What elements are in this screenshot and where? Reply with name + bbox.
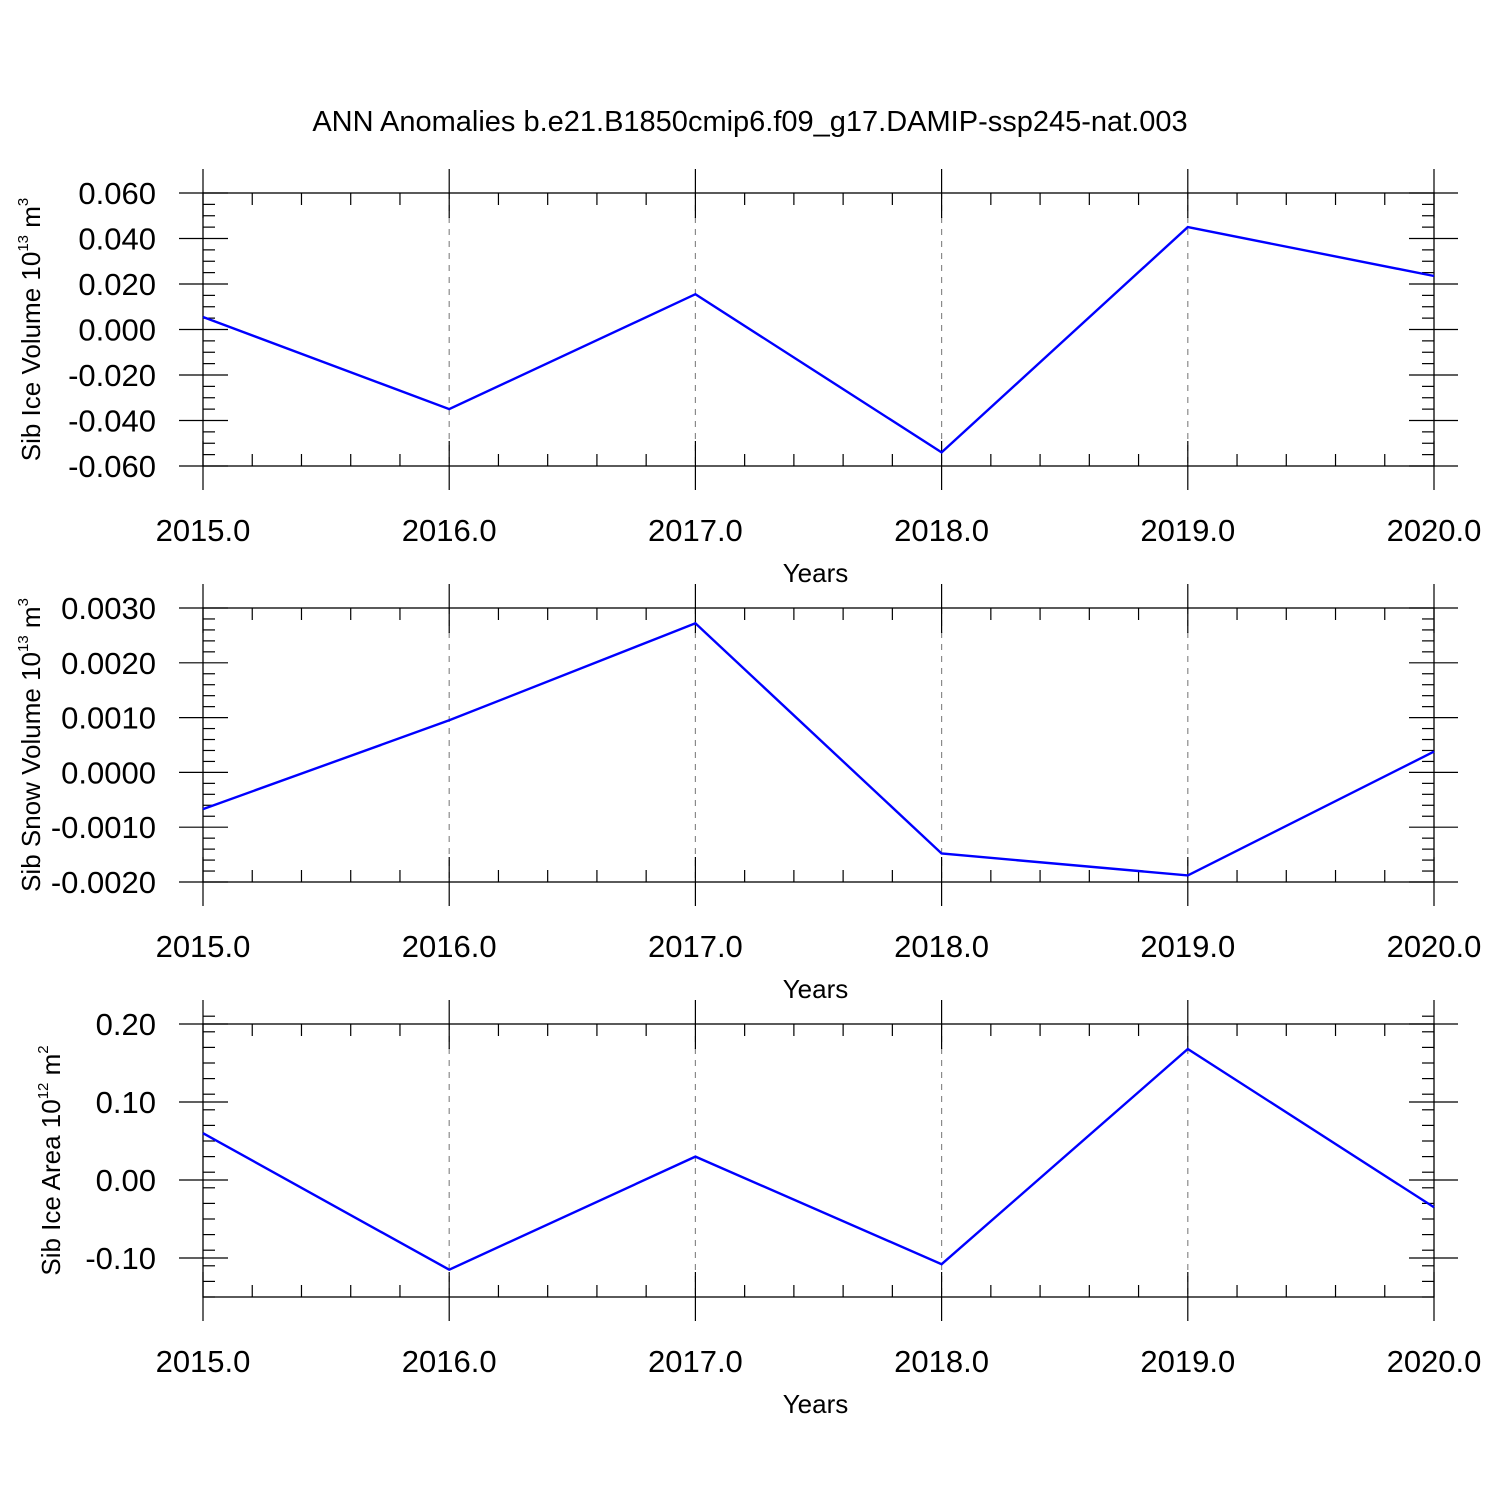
y-tick-label: 0.0020 bbox=[61, 646, 156, 681]
plot-frame bbox=[202, 1023, 1435, 1298]
x-tick-label: 2016.0 bbox=[402, 1344, 497, 1379]
series-line-0 bbox=[202, 225, 1435, 454]
y-tick-label: -0.10 bbox=[85, 1241, 156, 1276]
y-tick-label: 0.0000 bbox=[61, 755, 156, 790]
ylabel-unit: m bbox=[36, 1054, 66, 1083]
x-tick-label: 2019.0 bbox=[1140, 513, 1235, 548]
x-tick-label: 2018.0 bbox=[894, 513, 989, 548]
x-tick-label: 2017.0 bbox=[648, 513, 743, 548]
y-tick-label: 0.10 bbox=[96, 1085, 156, 1120]
y-tick-label: -0.0020 bbox=[51, 865, 156, 900]
x-tick-label: 2016.0 bbox=[402, 513, 497, 548]
y-tick-label: 0.0010 bbox=[61, 701, 156, 736]
x-axis-label: Years bbox=[783, 1389, 849, 1419]
figure-title: ANN Anomalies b.e21.B1850cmip6.f09_g17.D… bbox=[312, 106, 1187, 138]
series-line-0 bbox=[202, 1047, 1435, 1272]
y-tick-label: 0.00 bbox=[96, 1163, 156, 1198]
x-tick-label: 2020.0 bbox=[1387, 929, 1482, 964]
series-line-0 bbox=[202, 621, 1435, 877]
ylabel-unit: m bbox=[16, 606, 46, 635]
y-tick-label: -0.060 bbox=[68, 449, 156, 484]
plot-frame bbox=[202, 192, 1435, 467]
x-tick-label: 2020.0 bbox=[1387, 1344, 1482, 1379]
y-tick-label: 0.0030 bbox=[61, 591, 156, 626]
y-tick-label: -0.020 bbox=[68, 358, 156, 393]
x-axis-label: Years bbox=[783, 974, 849, 1004]
ylabel-unit-exponent: 2 bbox=[35, 1045, 52, 1053]
x-tick-label: 2016.0 bbox=[402, 929, 497, 964]
ylabel-exponent: 13 bbox=[15, 635, 32, 652]
x-tick-label: 2015.0 bbox=[156, 513, 251, 548]
ylabel-prefix: Sib Ice Volume 10 bbox=[16, 252, 46, 462]
panel-snow-volume: 2015.0 2016.0 2017.0 2018.0 2019.0 2020.0 0.00… bbox=[15, 584, 1481, 1004]
x-tick-label: 2020.0 bbox=[1387, 513, 1482, 548]
ylabel-exponent: 12 bbox=[35, 1083, 52, 1100]
y-tick-label: 0.040 bbox=[78, 222, 156, 257]
x-tick-label: 2018.0 bbox=[894, 929, 989, 964]
y-tick-label: 0.020 bbox=[78, 267, 156, 302]
panel-ice-volume: 2015.0 2016.0 2017.0 2018.0 2019.0 2020.0 0.06… bbox=[15, 169, 1481, 588]
y-tick-label: -0.040 bbox=[68, 404, 156, 439]
plot-frame bbox=[202, 607, 1435, 883]
x-tick-label: 2015.0 bbox=[156, 929, 251, 964]
ylabel-exponent: 13 bbox=[15, 235, 32, 252]
x-tick-label: 2017.0 bbox=[648, 1344, 743, 1379]
y-axis-label: Sib Snow Volume 1013 m3 bbox=[15, 598, 46, 892]
ylabel-unit-exponent: 3 bbox=[15, 598, 32, 606]
panel-ice-area: 2015.0 2016.0 2017.0 2018.0 2019.0 2020.0 0.20… bbox=[35, 1000, 1481, 1419]
x-axis-label: Years bbox=[783, 558, 849, 588]
y-tick-label: 0.060 bbox=[78, 176, 156, 211]
y-tick-label: 0.20 bbox=[96, 1007, 156, 1042]
x-tick-label: 2017.0 bbox=[648, 929, 743, 964]
x-tick-label: 2019.0 bbox=[1140, 1344, 1235, 1379]
x-tick-label: 2018.0 bbox=[894, 1344, 989, 1379]
y-tick-label: -0.0010 bbox=[51, 810, 156, 845]
ylabel-prefix: Sib Snow Volume 10 bbox=[16, 652, 46, 892]
ylabel-unit-exponent: 3 bbox=[15, 198, 32, 206]
y-tick-label: 0.000 bbox=[78, 313, 156, 348]
x-tick-label: 2019.0 bbox=[1140, 929, 1235, 964]
ylabel-unit: m bbox=[16, 206, 46, 235]
x-tick-label: 2015.0 bbox=[156, 1344, 251, 1379]
y-axis-label: Sib Ice Volume 1013 m3 bbox=[15, 198, 46, 462]
ylabel-prefix: Sib Ice Area 10 bbox=[36, 1099, 66, 1275]
y-axis-label: Sib Ice Area 1012 m2 bbox=[35, 1045, 66, 1275]
